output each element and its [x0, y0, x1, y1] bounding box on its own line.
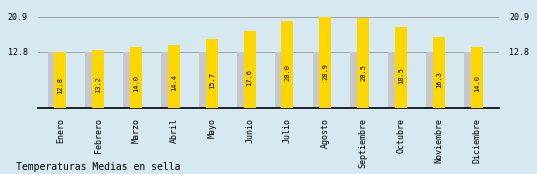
Text: 20.9: 20.9: [322, 63, 328, 80]
Bar: [395, 27, 407, 108]
Bar: [351, 52, 362, 108]
Text: 20.5: 20.5: [360, 64, 366, 81]
Bar: [464, 52, 476, 108]
Bar: [54, 52, 67, 108]
Text: 14.0: 14.0: [133, 75, 139, 92]
Bar: [243, 31, 256, 108]
Text: 14.4: 14.4: [171, 74, 177, 91]
Bar: [130, 47, 142, 108]
Bar: [85, 52, 98, 108]
Bar: [357, 18, 369, 108]
Text: 15.7: 15.7: [209, 72, 215, 89]
Bar: [319, 17, 331, 108]
Bar: [281, 21, 294, 108]
Bar: [199, 52, 211, 108]
Text: 14.0: 14.0: [474, 75, 480, 92]
Bar: [433, 37, 445, 108]
Text: 20.0: 20.0: [285, 64, 291, 81]
Text: 16.3: 16.3: [436, 71, 442, 88]
Text: 13.2: 13.2: [95, 76, 101, 93]
Bar: [48, 52, 60, 108]
Bar: [426, 52, 438, 108]
Text: 18.5: 18.5: [398, 67, 404, 84]
Bar: [237, 52, 249, 108]
Bar: [206, 39, 218, 108]
Bar: [388, 52, 401, 108]
Bar: [275, 52, 287, 108]
Bar: [470, 47, 483, 108]
Bar: [168, 45, 180, 108]
Bar: [124, 52, 135, 108]
Bar: [161, 52, 173, 108]
Text: 17.6: 17.6: [246, 69, 252, 86]
Bar: [92, 50, 104, 108]
Bar: [313, 52, 325, 108]
Text: Temperaturas Medias en sella: Temperaturas Medias en sella: [16, 162, 180, 172]
Text: 12.8: 12.8: [57, 77, 63, 94]
